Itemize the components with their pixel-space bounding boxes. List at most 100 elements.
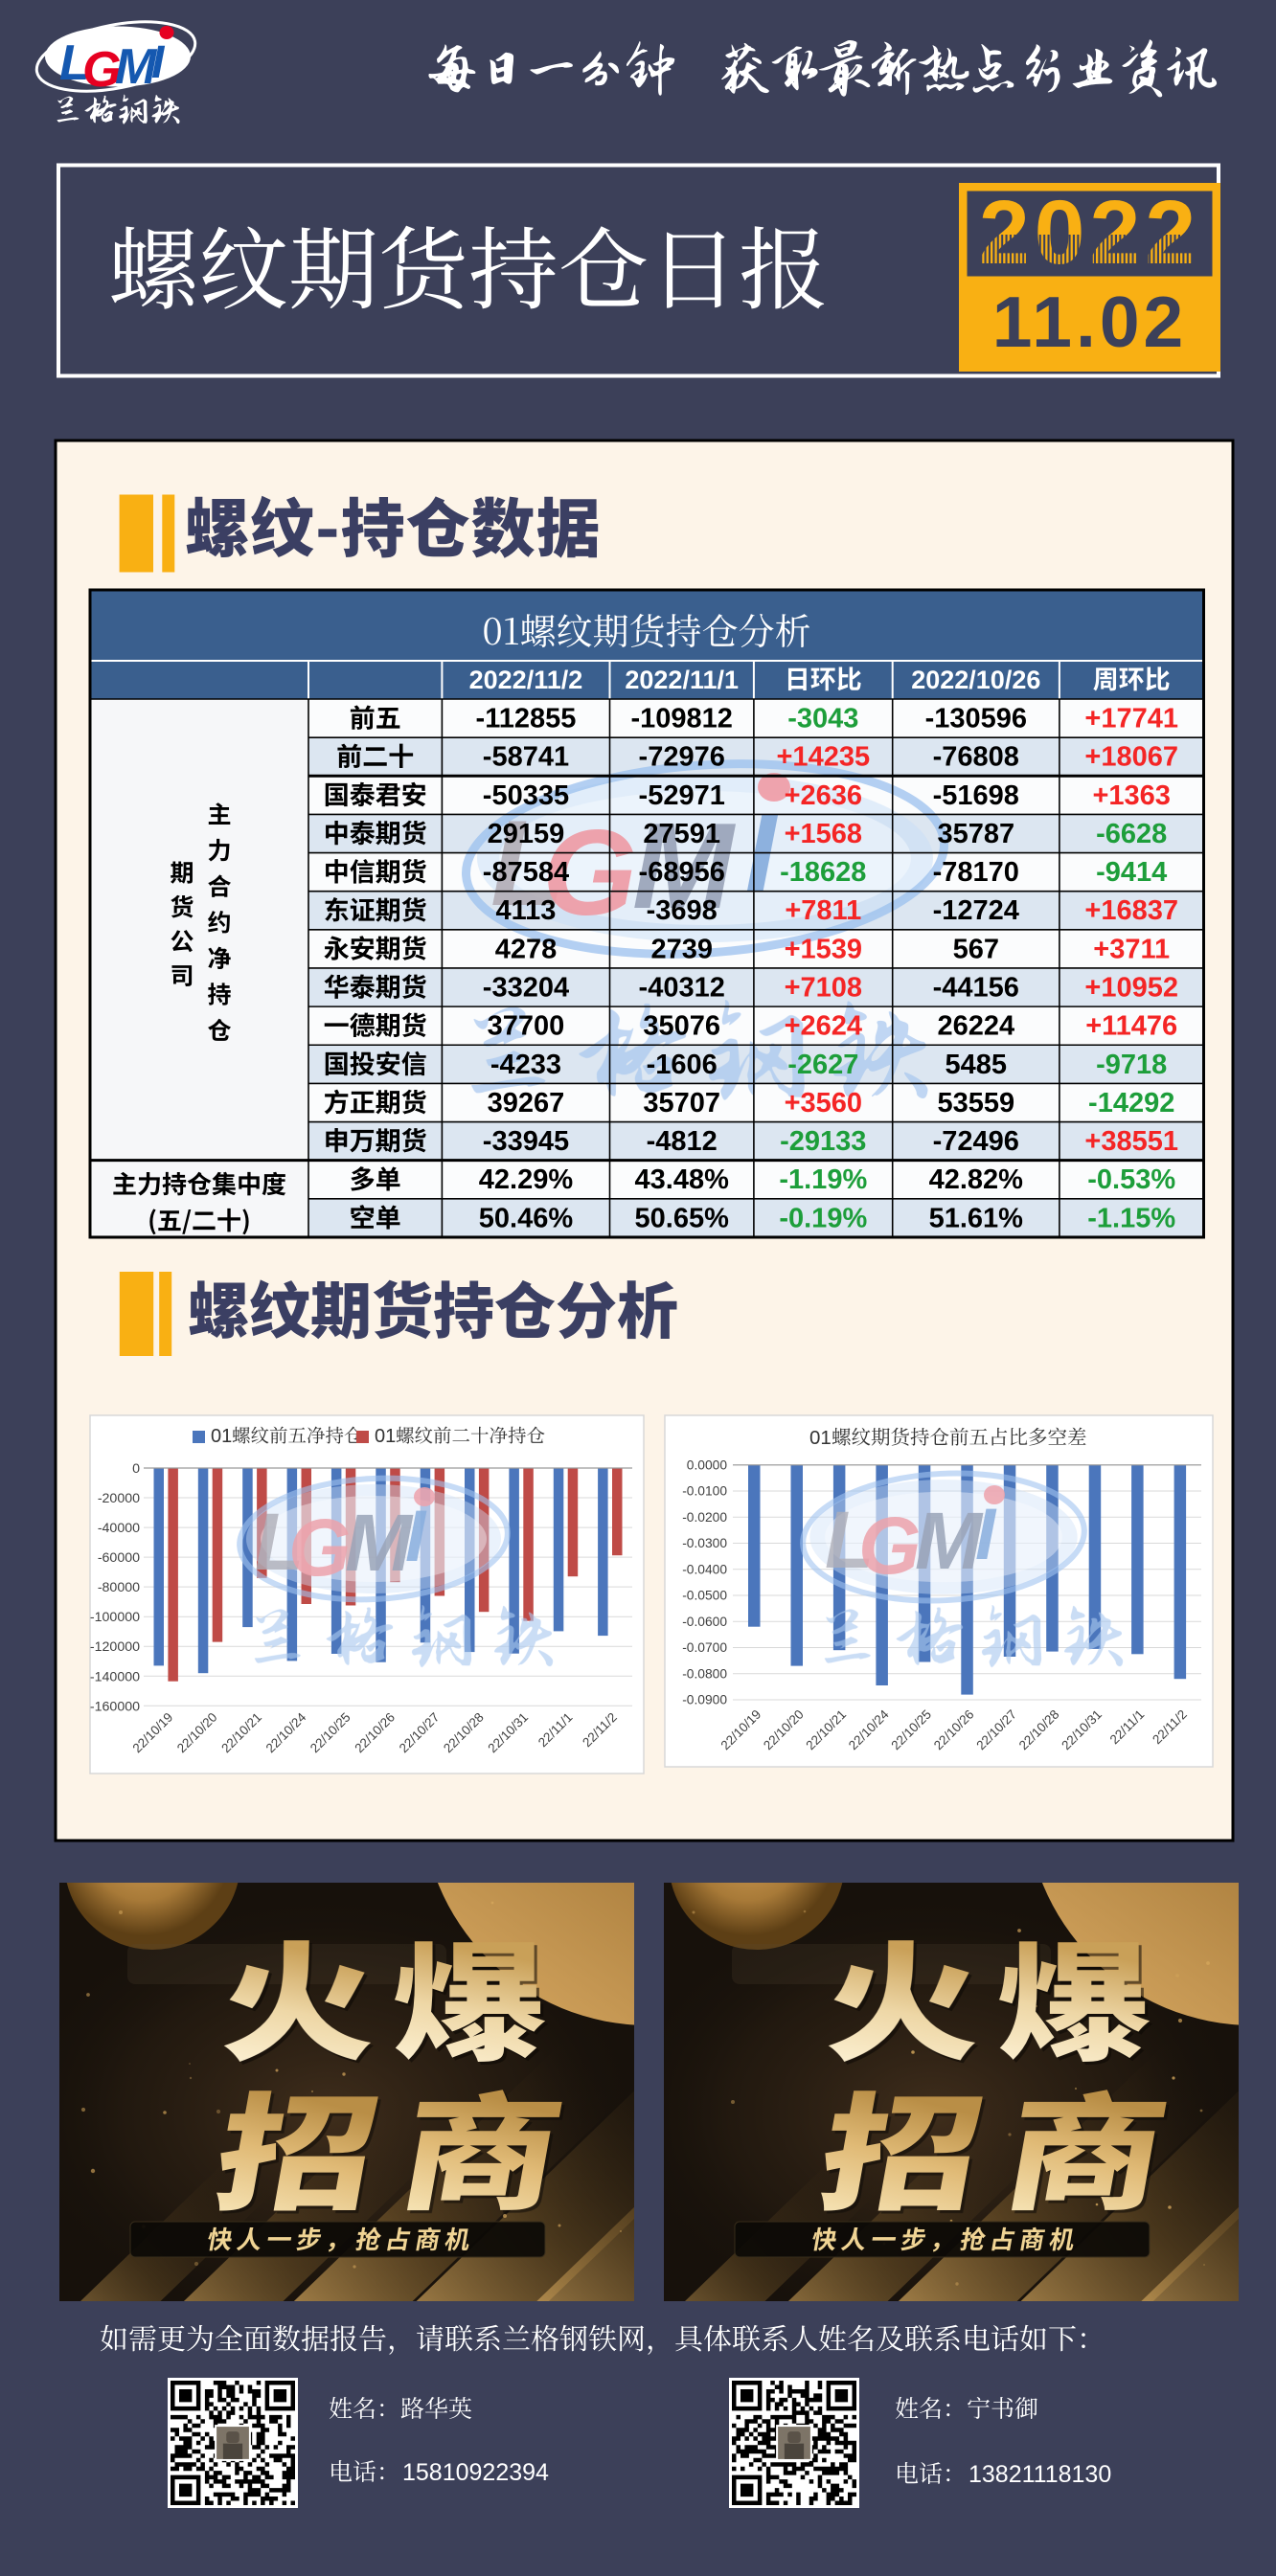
svg-text:27591: 27591 <box>643 819 720 849</box>
svg-text:M: M <box>345 1498 414 1588</box>
svg-text:2022/10/26: 2022/10/26 <box>911 666 1040 694</box>
svg-text:-29133: -29133 <box>780 1126 866 1157</box>
svg-text:-1.15%: -1.15% <box>1087 1203 1175 1233</box>
svg-text:-3698: -3698 <box>647 895 718 926</box>
svg-text:42.29%: 42.29% <box>479 1164 574 1195</box>
svg-text:39267: 39267 <box>488 1088 565 1119</box>
svg-text:-0.0400: -0.0400 <box>682 1562 727 1576</box>
svg-text:35707: 35707 <box>643 1088 720 1119</box>
svg-text:M: M <box>632 798 737 934</box>
svg-text:-14292: -14292 <box>1088 1088 1174 1119</box>
svg-text:-109812: -109812 <box>630 704 732 734</box>
svg-text:01: 01 <box>375 1426 396 1447</box>
svg-text:-51698: -51698 <box>933 780 1019 811</box>
svg-text:+1363: +1363 <box>1092 780 1170 811</box>
svg-text:+1539: +1539 <box>785 934 862 964</box>
svg-text:-112855: -112855 <box>476 704 577 734</box>
svg-text:2739: 2739 <box>650 934 713 964</box>
svg-text:2022/11/2: 2022/11/2 <box>469 666 583 694</box>
svg-text:-0.0500: -0.0500 <box>682 1589 727 1603</box>
svg-text:01: 01 <box>211 1426 232 1447</box>
svg-text:L: L <box>490 795 565 931</box>
svg-text:-58741: -58741 <box>483 742 569 773</box>
svg-text:43.48%: 43.48% <box>635 1164 730 1195</box>
svg-text:29159: 29159 <box>488 819 565 849</box>
svg-text:G: G <box>542 804 637 940</box>
svg-text:01: 01 <box>809 1427 832 1449</box>
svg-text:42.82%: 42.82% <box>929 1164 1024 1195</box>
svg-text:26224: 26224 <box>937 1011 1014 1042</box>
svg-text:13821118130: 13821118130 <box>968 2461 1111 2488</box>
svg-text:-87584: -87584 <box>483 857 569 888</box>
svg-text:G: G <box>288 1503 351 1593</box>
svg-text:50.65%: 50.65% <box>635 1203 730 1233</box>
svg-text:-130596: -130596 <box>925 704 1027 734</box>
svg-text:-1.19%: -1.19% <box>779 1164 867 1195</box>
svg-text:-40312: -40312 <box>639 972 725 1003</box>
svg-text:L: L <box>825 1495 874 1585</box>
svg-text:2022/11/1: 2022/11/1 <box>625 666 739 694</box>
svg-text:-100000: -100000 <box>90 1610 140 1625</box>
svg-text:-0.0900: -0.0900 <box>682 1693 727 1707</box>
svg-text:-78170: -78170 <box>933 857 1019 888</box>
svg-text:-0.0700: -0.0700 <box>682 1640 727 1655</box>
svg-text:-60000: -60000 <box>98 1550 140 1566</box>
svg-text:0.0000: 0.0000 <box>687 1457 728 1472</box>
svg-text:-0.53%: -0.53% <box>1087 1164 1175 1195</box>
svg-text:-33204: -33204 <box>483 972 569 1003</box>
svg-text:M: M <box>915 1496 984 1586</box>
svg-text:15810922394: 15810922394 <box>402 2459 549 2486</box>
svg-text:-72976: -72976 <box>639 742 725 773</box>
svg-text:-140000: -140000 <box>90 1669 140 1684</box>
svg-text:+11476: +11476 <box>1085 1011 1177 1042</box>
svg-text:+2636: +2636 <box>785 780 862 811</box>
svg-text:L: L <box>59 35 90 91</box>
svg-text:-2627: -2627 <box>787 1050 858 1080</box>
svg-text:I: I <box>405 1496 427 1577</box>
svg-text:-0.19%: -0.19% <box>779 1203 867 1233</box>
svg-text:+3711: +3711 <box>1093 934 1170 964</box>
svg-text:-12724: -12724 <box>933 895 1019 926</box>
svg-text:35076: 35076 <box>643 1011 720 1042</box>
svg-text:2022: 2022 <box>979 182 1200 283</box>
svg-text:4113: 4113 <box>495 895 556 926</box>
svg-text:-52971: -52971 <box>639 780 725 811</box>
svg-text:567: 567 <box>953 934 999 964</box>
svg-text:-3043: -3043 <box>787 704 858 734</box>
svg-text:+18067: +18067 <box>1084 742 1178 773</box>
svg-text:+2624: +2624 <box>785 1011 862 1042</box>
svg-text:-9414: -9414 <box>1096 857 1167 888</box>
svg-text:G: G <box>858 1501 921 1591</box>
svg-text:+16837: +16837 <box>1084 895 1178 926</box>
svg-text:-18628: -18628 <box>780 857 866 888</box>
svg-text:-0.0300: -0.0300 <box>682 1536 727 1550</box>
svg-text:37700: 37700 <box>488 1011 565 1042</box>
svg-text:+3560: +3560 <box>785 1088 862 1119</box>
svg-text:I: I <box>975 1494 997 1575</box>
svg-text:-9718: -9718 <box>1096 1050 1167 1080</box>
svg-text:I: I <box>151 37 166 88</box>
svg-text:-0.0800: -0.0800 <box>682 1666 727 1681</box>
svg-text:-76808: -76808 <box>933 742 1019 773</box>
svg-text:-0.0100: -0.0100 <box>682 1484 727 1499</box>
svg-text:+7108: +7108 <box>785 972 862 1003</box>
svg-text:-33945: -33945 <box>483 1126 569 1157</box>
svg-text:-0.0600: -0.0600 <box>682 1615 727 1629</box>
svg-text:-160000: -160000 <box>90 1699 140 1714</box>
svg-text:-44156: -44156 <box>933 972 1019 1003</box>
svg-text:0: 0 <box>132 1461 140 1477</box>
svg-text:-1606: -1606 <box>647 1050 718 1080</box>
svg-text:-72496: -72496 <box>933 1126 1019 1157</box>
svg-text:50.46%: 50.46% <box>479 1203 574 1233</box>
svg-text:4278: 4278 <box>495 934 558 964</box>
svg-text:M: M <box>115 39 158 95</box>
svg-text:+10952: +10952 <box>1084 972 1178 1003</box>
svg-text:11.02: 11.02 <box>992 282 1188 362</box>
svg-text:G: G <box>82 42 121 98</box>
svg-text:+7811: +7811 <box>785 895 861 926</box>
svg-text:-80000: -80000 <box>98 1580 140 1595</box>
svg-text:L: L <box>255 1497 304 1587</box>
svg-text:35787: 35787 <box>937 819 1014 849</box>
svg-text:-6628: -6628 <box>1096 819 1167 849</box>
svg-text:-0.0200: -0.0200 <box>682 1510 727 1525</box>
